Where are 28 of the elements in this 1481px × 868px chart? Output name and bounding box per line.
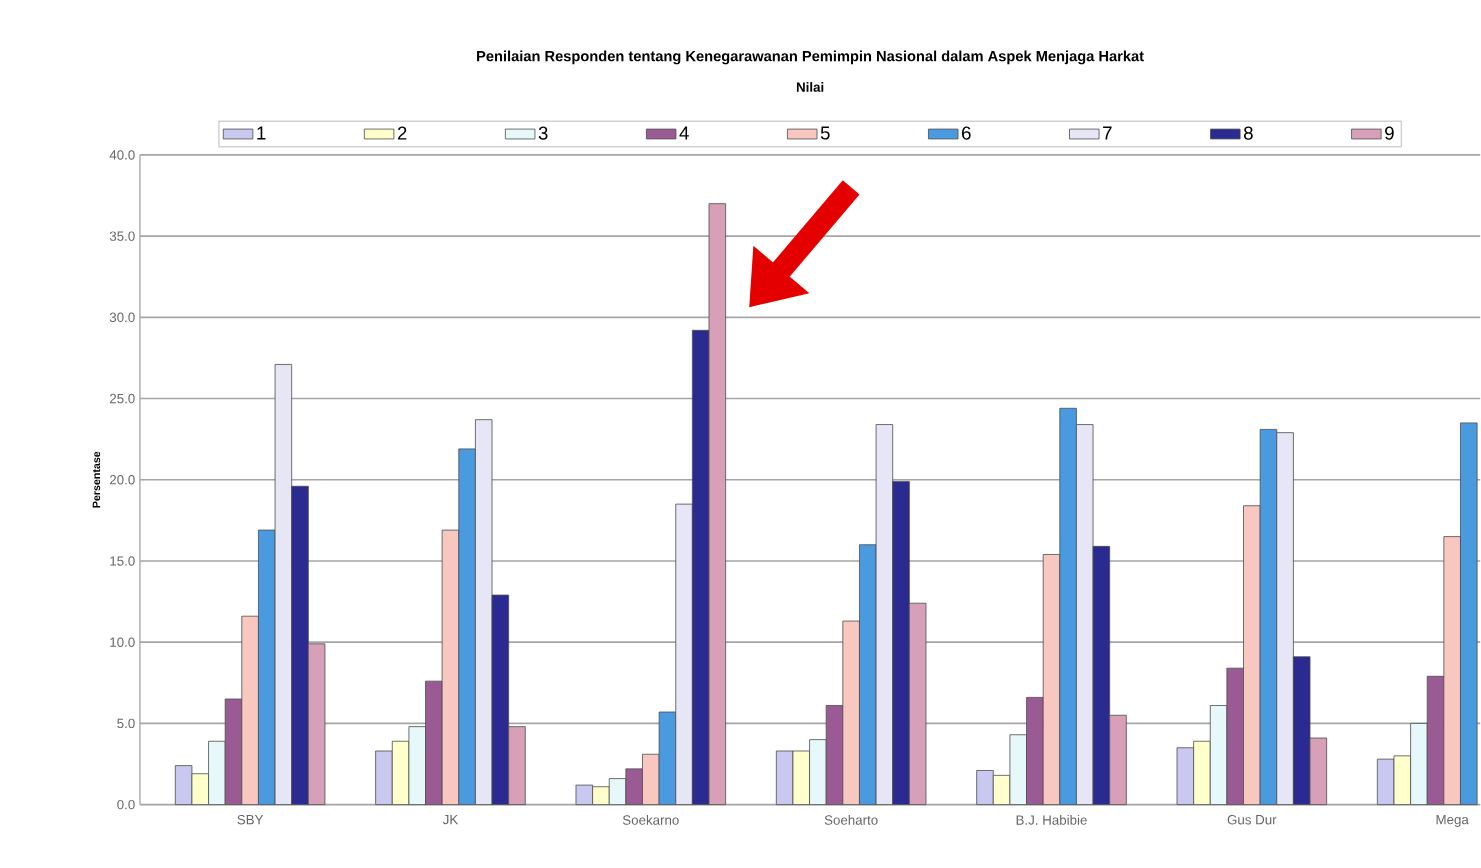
y-tick-label: 40.0 [109,150,135,160]
y-axis-title: Persentase [92,451,101,508]
legend-label: 3 [538,126,548,140]
legend-label: 6 [962,126,971,140]
x-tick-label: Mega [1436,815,1469,828]
x-tick-label: Soekarno [622,815,679,825]
legend-label: 5 [820,126,830,140]
legend-label: 7 [1103,126,1112,140]
y-tick-label: 0.0 [117,800,135,810]
y-tick-label: 35.0 [109,231,135,242]
y-tick-label: 25.0 [109,394,135,404]
y-tick-label: 15.0 [110,556,135,566]
legend-label: 9 [1385,126,1394,140]
y-tick-label: 10.0 [110,637,135,648]
legend-label: 8 [1243,126,1253,140]
chart-title: Penilaian Responden tentang Kenegarawanan Pemimpin Nasional dalam Aspek Menjaga Harkat [477,50,1144,65]
x-tick-label: B.J. Habibie [1016,815,1087,825]
y-tick-label: 30.0 [109,312,135,323]
legend-label: 2 [397,126,407,140]
y-tick-label: 20.0 [109,475,135,485]
x-tick-label: SBY [237,815,264,825]
legend-label: 4 [679,126,689,140]
legend-label: 1 [257,126,266,140]
x-tick-label: JK [442,815,459,825]
x-tick-label: Soeharto [824,815,878,825]
x-tick-label: Gus Dur [1227,815,1277,825]
y-tick-label: 5.0 [117,718,135,729]
legend-title: Nilai [796,82,824,93]
